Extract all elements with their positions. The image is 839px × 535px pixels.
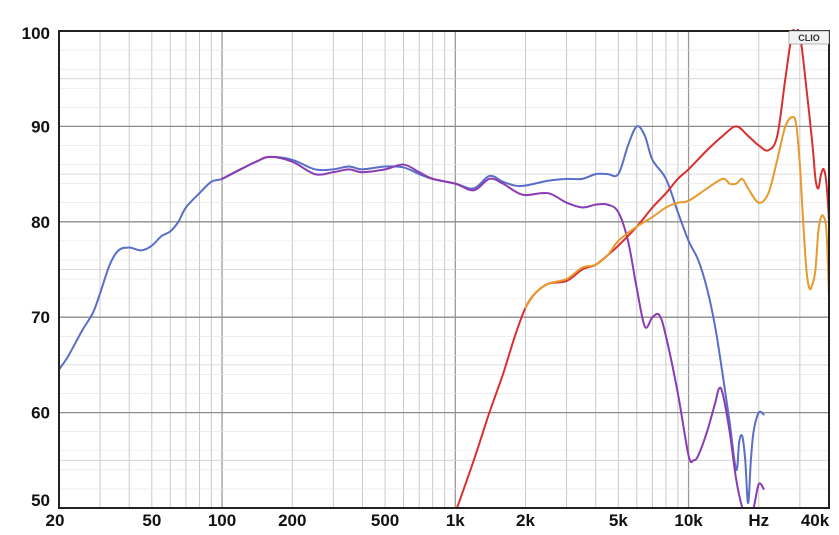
y-tick-label: 60 xyxy=(31,404,50,423)
x-tick-label: Hz xyxy=(748,511,769,530)
series-line-4 xyxy=(524,115,830,376)
x-tick-label: 50 xyxy=(142,511,161,530)
y-tick-label: 70 xyxy=(31,308,50,327)
y-tick-label: 100 xyxy=(22,24,50,43)
plot-frame xyxy=(58,30,830,509)
x-tick-label: 10k xyxy=(674,511,703,530)
series-line-2 xyxy=(221,155,765,508)
x-tick-label: 2k xyxy=(516,511,535,530)
x-tick-label: 200 xyxy=(278,511,306,530)
y-tick-label: 80 xyxy=(31,213,50,232)
brand-badge: CLIO xyxy=(788,30,830,45)
y-axis-tick-labels: 100 90 80 70 60 50 xyxy=(22,24,50,510)
series-line-1 xyxy=(59,125,765,505)
grid xyxy=(59,31,829,508)
brand-badge-text: CLIO xyxy=(798,33,820,43)
series-layer xyxy=(59,29,830,508)
y-tick-label: 50 xyxy=(31,491,50,510)
x-tick-label: 1k xyxy=(446,511,465,530)
x-tick-label: 5k xyxy=(609,511,628,530)
y-tick-label: 90 xyxy=(31,117,50,136)
x-tick-label: 40k xyxy=(801,511,830,530)
x-axis-tick-labels: 20 50 100 200 500 1k 2k 5k 10k Hz 40k xyxy=(46,511,830,530)
x-tick-label: 20 xyxy=(46,511,65,530)
x-tick-label: 500 xyxy=(371,511,399,530)
x-tick-label: 100 xyxy=(208,511,236,530)
